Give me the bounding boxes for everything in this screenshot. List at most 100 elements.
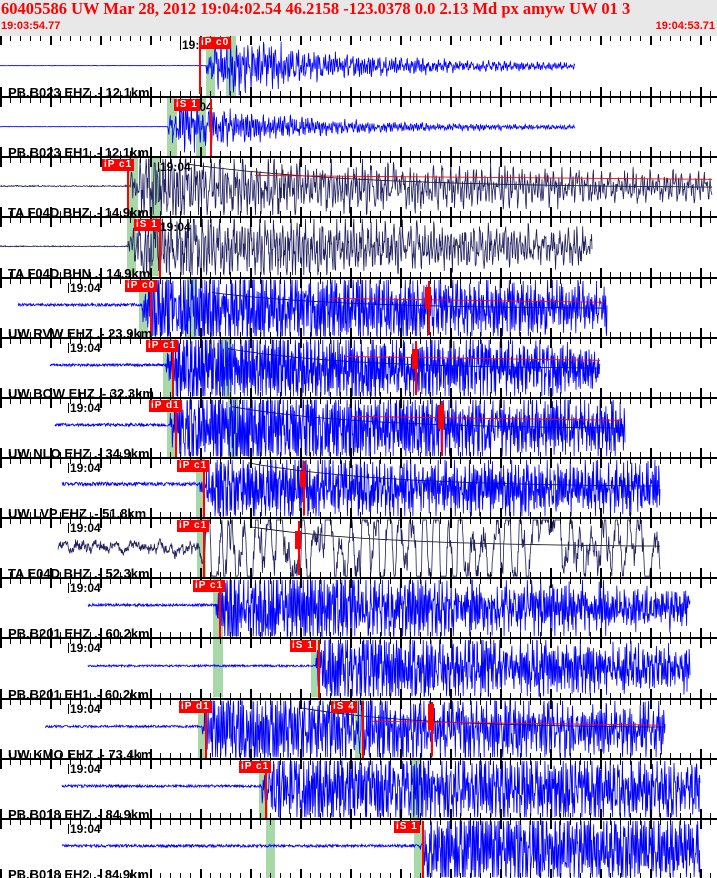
phase-pick-line[interactable] — [159, 219, 161, 277]
axis-tick-minor — [440, 759, 441, 765]
axis-tick-minor — [170, 759, 171, 765]
phase-pick-label[interactable]: iP c1 — [146, 339, 179, 352]
axis-tick-major — [500, 98, 502, 108]
axis-tick-minor — [80, 398, 81, 404]
axis-tick-minor — [520, 632, 521, 638]
trace-panel[interactable]: 19:04 iP d1 iS 4 UW KMO EHZ .- 73,4km — [0, 697, 717, 758]
axis-tick-major — [600, 699, 602, 709]
waveform-plot — [0, 579, 717, 638]
axis-tick-minor — [160, 271, 161, 277]
phase-pick-line[interactable] — [203, 520, 205, 578]
axis-tick-minor — [170, 579, 171, 585]
phase-pick-line[interactable] — [219, 580, 221, 638]
trace-panel[interactable]: 19:04 iS 1 PB.B018 EH2 .- 84,9km — [0, 817, 717, 878]
trace-panel[interactable]: 19:04 iS 1 TA F04D BHN .- 14,9km — [0, 216, 717, 277]
phase-pick-line[interactable] — [150, 279, 152, 337]
phase-pick-line[interactable] — [175, 399, 177, 457]
axis-tick-major — [700, 98, 702, 108]
phase-pick-label[interactable]: iP c1 — [102, 159, 135, 172]
phase-pick-line[interactable] — [127, 159, 129, 217]
trace-panel[interactable]: 19:04 iP c1 PB.B018 EHZ .- 84,9km — [0, 757, 717, 818]
axis-tick-minor — [460, 872, 461, 878]
axis-tick-major — [550, 699, 552, 709]
axis-tick-major — [250, 278, 252, 288]
axis-tick-minor — [470, 632, 471, 638]
phase-pick-label[interactable]: iP c0 — [199, 37, 232, 49]
axis-tick-minor — [670, 579, 671, 585]
phase-pick-label[interactable]: iS 1 — [134, 219, 160, 232]
trace-panel[interactable]: 19:04 iP c0 UW RVW EHZ .- 23,9km — [0, 276, 717, 337]
axis-tick-minor — [580, 759, 581, 765]
amplitude-measure-box[interactable] — [428, 703, 434, 730]
axis-tick-minor — [410, 451, 411, 457]
axis-tick-minor — [690, 819, 691, 825]
axis-tick-minor — [360, 398, 361, 404]
trace-panel[interactable]: 19:04 iP c1 UW LVP EHZ .- 51,8km — [0, 456, 717, 518]
axis-tick-minor — [530, 819, 531, 825]
waveform-plot — [0, 819, 717, 878]
phase-pick-line[interactable] — [205, 700, 207, 758]
amplitude-measure-line[interactable] — [303, 460, 305, 516]
axis-tick-major — [50, 158, 52, 168]
axis-tick-minor — [190, 872, 191, 878]
phase-pick-label[interactable]: iP c1 — [239, 760, 272, 773]
trace-panel[interactable]: 19:04 iP c1 TA F04D BHZ .- 14,9km — [0, 156, 717, 217]
phase-pick-label[interactable]: iP d1 — [179, 700, 212, 713]
phase-pick-line[interactable] — [203, 459, 205, 518]
phase-pick-line[interactable] — [422, 820, 424, 878]
phase-pick-label[interactable]: iP d1 — [149, 399, 182, 412]
phase-pick-line[interactable] — [318, 640, 320, 698]
axis-tick-minor — [420, 759, 421, 765]
phase-pick-label-secondary[interactable]: iS 4 — [331, 700, 357, 713]
trace-panel[interactable]: 19:04 iP d1 UW NLO EHZ .- 34,9km — [0, 396, 717, 457]
axis-tick-minor — [330, 812, 331, 818]
axis-tick-minor — [560, 278, 561, 284]
amplitude-measure-box[interactable] — [438, 404, 444, 429]
axis-tick-minor — [640, 91, 641, 97]
axis-tick-major — [500, 748, 502, 758]
axis-tick-minor — [290, 512, 291, 518]
phase-pick-label[interactable]: iS 1 — [290, 640, 316, 653]
axis-tick-minor — [540, 692, 541, 698]
axis-tick-minor — [610, 759, 611, 765]
axis-tick-minor — [120, 692, 121, 698]
phase-pick-line[interactable] — [210, 99, 212, 157]
axis-tick-minor — [20, 271, 21, 277]
amplitude-measure-box[interactable] — [295, 531, 301, 550]
axis-tick-minor — [510, 151, 511, 157]
axis-tick-minor — [610, 391, 611, 397]
axis-tick-minor — [330, 36, 331, 41]
axis-tick-minor — [310, 759, 311, 765]
axis-tick-major — [350, 628, 352, 638]
phase-pick-line[interactable] — [199, 37, 201, 95]
phase-pick-line[interactable] — [172, 339, 174, 397]
phase-pick-label[interactable]: iP c1 — [193, 580, 226, 593]
trace-panel[interactable]: 19:04 iP c1 PB.B201 EHZ .- 60,2km — [0, 577, 717, 638]
axis-tick-minor — [330, 692, 331, 698]
amplitude-measure-box[interactable] — [425, 286, 431, 309]
phase-pick-label[interactable]: iP c1 — [177, 459, 210, 472]
phase-pick-line-secondary[interactable] — [362, 700, 364, 758]
axis-tick-minor — [210, 91, 211, 97]
axis-tick-minor — [440, 211, 441, 217]
phase-pick-label[interactable]: iP c0 — [125, 279, 158, 292]
trace-panel[interactable]: 19:04 iP c1 TA E04D BHZ .- 52,3km — [0, 517, 717, 578]
amplitude-measure-box[interactable] — [300, 470, 306, 487]
axis-tick-minor — [630, 331, 631, 337]
axis-tick-minor — [660, 519, 661, 525]
axis-tick-minor — [20, 331, 21, 337]
trace-panel[interactable]: 19:04 iP c1 UW BOW EHZ .- 32,3km — [0, 336, 717, 397]
trace-panel[interactable]: 19:04 iS 1 PB.B201 EH1 .- 60,2km — [0, 637, 717, 698]
phase-pick-label[interactable]: iP c1 — [177, 520, 210, 533]
phase-pick-label[interactable]: iS 1 — [174, 99, 200, 112]
station-label: PB.B018 EH2 .- 84,9km — [8, 866, 149, 878]
phase-pick-label[interactable]: iS 1 — [394, 820, 420, 833]
waveform-plot — [0, 218, 717, 277]
axis-tick-minor — [190, 398, 191, 404]
trace-panel[interactable]: 19:04 iP c0 PB.B023 EHZ .- 12,1km — [0, 36, 717, 97]
phase-pick-line[interactable] — [265, 760, 267, 818]
station-label: PB.B201 EH1 .- 60,2km — [8, 686, 149, 698]
amplitude-measure-box[interactable] — [412, 348, 418, 369]
axis-tick-minor — [270, 98, 271, 104]
